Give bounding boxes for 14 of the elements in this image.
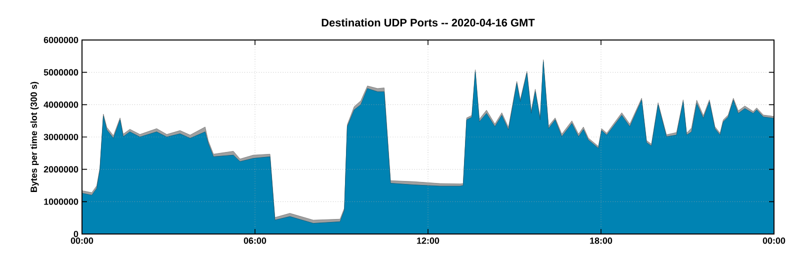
y-tick-label: 5000000 [44,69,78,76]
x-tick-label: 12:00 [417,238,440,244]
y-axis-title: Bytes per time slot (300 s) [30,82,39,192]
y-tick-label: 4000000 [44,101,78,108]
y-tick-label: 6000000 [44,36,78,44]
x-tick-label: 06:00 [244,238,266,244]
x-tick-label: 18:00 [590,238,612,244]
x-tick-label: 00:00 [762,238,786,244]
y-tick-label: 1000000 [44,198,78,205]
y-tick-label: 2000000 [44,166,78,173]
x-tick-label: 00:00 [70,238,94,244]
chart-title: Destination UDP Ports -- 2020-04-16 GMT [322,18,535,27]
y-tick-label: 3000000 [44,134,78,140]
y-tick-label: 0 [74,230,78,238]
